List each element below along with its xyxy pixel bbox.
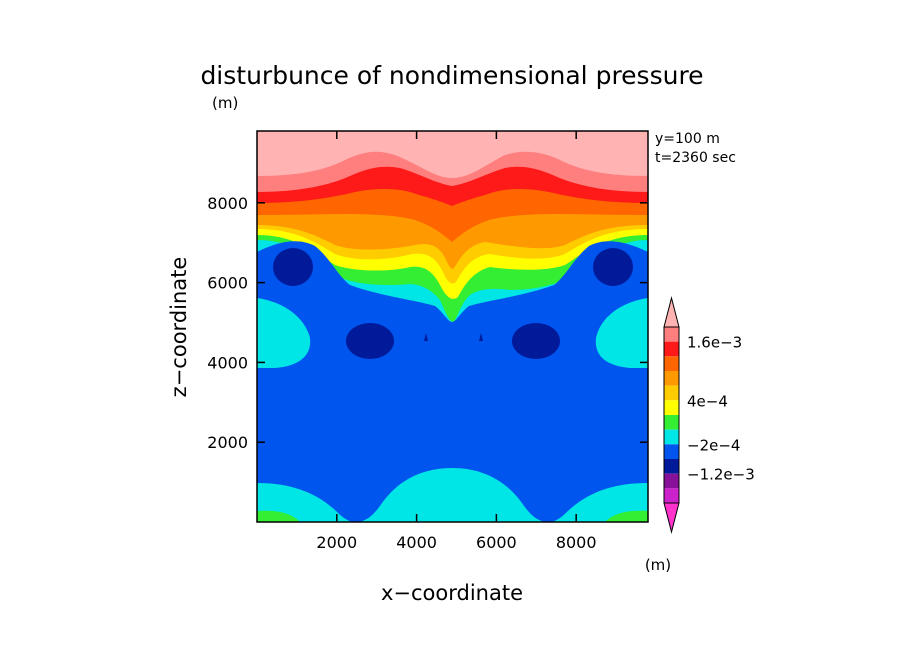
colorbar-swatch — [664, 341, 679, 357]
x-tick-label: 2000 — [316, 533, 357, 552]
band-blue — [257, 241, 648, 522]
y-axis: 2000 4000 6000 8000 — [207, 194, 648, 452]
colorbar-level-label: 4e−4 — [687, 392, 728, 410]
colorbar-swatch — [664, 400, 679, 415]
chart-title: disturbunce of nondimensional pressure — [200, 61, 703, 90]
colorbar-swatch — [664, 488, 679, 503]
x-tick-label: 4000 — [396, 533, 437, 552]
x-axis: 2000 4000 6000 8000 — [316, 131, 597, 552]
colorbar-swatch — [664, 356, 679, 371]
band-cyan-rightlobe — [595, 298, 648, 368]
plot-frame — [256, 130, 649, 523]
x-tick-label: 6000 — [476, 533, 517, 552]
band-darkblue-upperleft — [273, 248, 313, 286]
colorbar-swatch — [664, 415, 679, 430]
y-tick-label: 8000 — [207, 194, 248, 213]
band-cyan-leftlobe — [257, 298, 311, 368]
colorbar-swatch — [664, 385, 679, 401]
band-cyan-bottom — [257, 468, 648, 522]
band-darkblue-speck-right — [479, 333, 483, 341]
chart-unit-label: (m) — [212, 94, 238, 112]
y-axis-label: z−coordinate — [167, 257, 191, 398]
colorbar-frame — [663, 326, 680, 504]
band-green-bottomright — [605, 510, 648, 522]
band-darkblue-midright — [512, 323, 560, 359]
band-green-bottomleft — [257, 510, 300, 522]
contour-plot-area — [257, 131, 648, 522]
colorbar-swatch — [664, 327, 679, 342]
band-darkblue-upperright — [593, 248, 633, 286]
info-y-label: y=100 m — [655, 131, 720, 147]
colorbar-swatch — [664, 459, 679, 474]
colorbar-swatch — [664, 444, 679, 459]
y-tick-label: 6000 — [207, 274, 248, 293]
colorbar-level-label: −2e−4 — [687, 436, 740, 454]
colorbar-swatch — [664, 371, 679, 386]
x-tick-label: 8000 — [556, 533, 597, 552]
colorbar-top-arrow — [663, 296, 680, 328]
colorbar-swatch — [664, 473, 679, 489]
colorbar-bottom-arrow — [663, 502, 680, 534]
colorbar-swatch — [664, 429, 679, 445]
colorbar-legend: 1.6e−3 4e−4 −2e−4 −1.2e−3 — [663, 296, 755, 534]
y-tick-label: 4000 — [207, 353, 248, 372]
band-darkblue-speck-left — [424, 333, 428, 341]
band-darkblue-midleft — [346, 323, 394, 359]
colorbar-unit-label: (m) — [645, 556, 671, 574]
colorbar-level-label: −1.2e−3 — [687, 466, 755, 484]
x-axis-label: x−coordinate — [381, 581, 523, 605]
y-tick-label: 2000 — [207, 433, 248, 452]
info-time-label: t=2360 sec — [655, 150, 736, 166]
colorbar-level-label: 1.6e−3 — [687, 334, 742, 352]
